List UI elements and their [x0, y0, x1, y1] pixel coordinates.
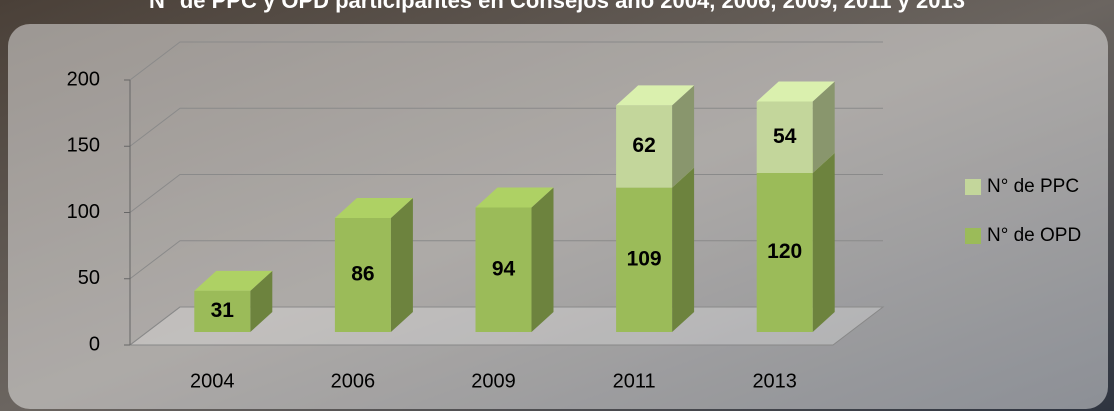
value-label: 54	[773, 125, 797, 148]
y-tick-label: 0	[89, 333, 100, 355]
x-tick-label: 2013	[752, 370, 797, 392]
y-tick-label: 200	[67, 68, 100, 90]
value-label: 86	[351, 263, 374, 286]
bar-face	[616, 187, 673, 332]
bar-face	[756, 173, 813, 332]
bar-face	[531, 187, 554, 332]
y-tick-label: 100	[67, 201, 100, 223]
bar-face	[616, 105, 673, 188]
y-tick-label: 150	[67, 135, 100, 157]
value-label: 94	[492, 257, 516, 280]
legend-label: N° de PPC	[987, 176, 1079, 197]
bar	[616, 85, 695, 188]
bar-face	[475, 187, 554, 208]
x-tick-label: 2006	[331, 370, 376, 392]
bar	[194, 270, 273, 332]
bar	[756, 81, 835, 173]
value-label: 62	[632, 134, 655, 157]
bar-face	[672, 167, 695, 332]
bar-face	[812, 81, 835, 173]
x-tick-label: 2009	[471, 370, 516, 392]
bar	[334, 198, 413, 332]
bar-face	[812, 153, 835, 332]
bar-face	[756, 101, 813, 173]
bar-face	[250, 270, 273, 332]
value-label: 109	[627, 247, 662, 270]
bar-face	[334, 218, 391, 332]
bar-face	[672, 85, 695, 188]
bar-face	[194, 270, 273, 291]
x-tick-label: 2011	[613, 370, 656, 392]
grid-line	[129, 41, 883, 81]
bar-face	[756, 81, 835, 102]
bar-face	[475, 207, 532, 332]
chart-title: N° de PPC y OPD participantes en Consejo…	[149, 0, 965, 13]
legend-swatch	[965, 179, 981, 195]
bar-face	[194, 290, 251, 332]
bar-face	[390, 198, 413, 332]
value-label: 31	[211, 299, 235, 322]
x-tick-label: 2004	[190, 370, 235, 392]
value-label: 120	[767, 240, 802, 263]
bar-face	[616, 85, 695, 106]
y-tick-label: 50	[78, 267, 100, 289]
legend-label: N° de OPD	[987, 225, 1081, 246]
bar-face	[334, 198, 413, 219]
legend-swatch	[965, 228, 981, 244]
chart-panel	[8, 24, 1108, 409]
bar	[475, 187, 554, 332]
